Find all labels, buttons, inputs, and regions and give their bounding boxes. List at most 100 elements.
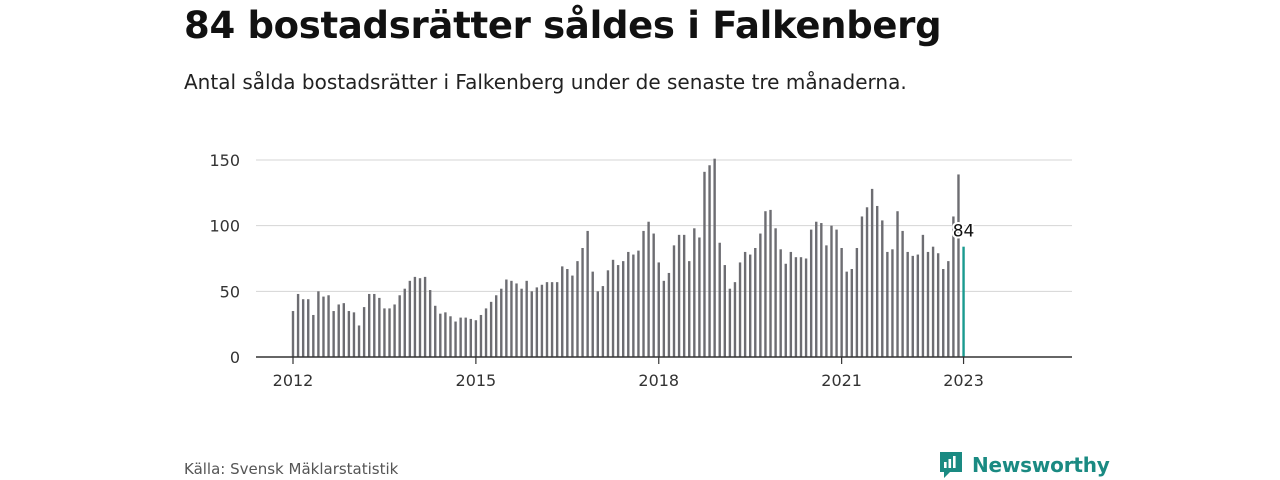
bar: [332, 311, 335, 357]
bar: [865, 207, 869, 357]
bar: [921, 234, 925, 357]
y-tick-label: 100: [209, 217, 240, 236]
bar: [830, 225, 833, 357]
bar: [637, 250, 640, 357]
bar: [931, 246, 935, 357]
bar: [540, 284, 544, 357]
source-note: Källa: Svensk Mäklarstatistik: [184, 460, 399, 478]
bar: [337, 304, 340, 357]
bar: [378, 297, 381, 357]
bar: [616, 265, 620, 357]
bar: [479, 314, 483, 357]
bar: [957, 174, 960, 357]
bar: [586, 230, 589, 357]
bar: [672, 245, 676, 357]
brand[interactable]: Newsworthy: [938, 450, 1110, 480]
brand-name: Newsworthy: [972, 453, 1110, 477]
y-tick-label: 50: [220, 282, 240, 301]
bar: [317, 291, 320, 357]
bar: [784, 263, 787, 357]
bar: [550, 282, 554, 357]
newsworthy-logo-icon: [940, 452, 962, 478]
bar: [383, 308, 386, 357]
bar: [850, 269, 853, 357]
bar: [627, 251, 630, 357]
bar: [403, 288, 406, 357]
bar: [743, 251, 747, 357]
bar: [439, 313, 442, 357]
bar: [301, 299, 305, 357]
bar: [682, 234, 686, 357]
bar: [520, 288, 523, 357]
bar: [525, 280, 528, 357]
bar: [510, 280, 513, 357]
bar: [373, 293, 376, 357]
bar: [733, 282, 737, 357]
bar: [947, 261, 950, 357]
bar: [809, 229, 813, 357]
bar: [530, 291, 533, 357]
x-tick-label: 2021: [821, 371, 862, 390]
bar: [434, 305, 437, 357]
bar: [815, 221, 818, 357]
bar: [667, 272, 671, 357]
bar: [774, 228, 777, 357]
bar: [393, 304, 396, 357]
bar: [555, 282, 559, 357]
bar: [449, 316, 452, 357]
bar: [952, 216, 955, 357]
bar: [505, 279, 508, 357]
bar: [388, 308, 391, 357]
x-tick-label: 2023: [943, 371, 984, 390]
bar: [296, 293, 300, 357]
bar: [896, 211, 899, 357]
bar: [718, 242, 721, 357]
bar: [312, 314, 315, 357]
bar: [606, 270, 610, 357]
bar: [870, 188, 874, 357]
bar: [515, 283, 518, 357]
bar: [500, 288, 503, 357]
x-tick-label: 2018: [638, 371, 679, 390]
highlight-bar: [962, 246, 965, 357]
bar: [764, 211, 767, 357]
bar: [484, 308, 488, 357]
bar: [754, 247, 757, 357]
bar: [398, 295, 401, 357]
y-tick-label: 0: [230, 348, 240, 367]
bar: [677, 234, 681, 357]
bar: [474, 320, 478, 357]
bar: [911, 255, 914, 357]
bar: [906, 251, 909, 357]
bar: [825, 245, 828, 357]
bar: [936, 253, 940, 357]
y-tick-label: 150: [209, 151, 240, 170]
bar: [545, 282, 549, 357]
bar: [759, 233, 762, 357]
bar: [713, 158, 716, 357]
bar: [535, 287, 539, 357]
bar: [886, 251, 889, 357]
bar: [581, 247, 584, 357]
bar: [495, 295, 498, 357]
bar: [454, 321, 457, 357]
bar: [926, 251, 930, 357]
x-tick-label: 2015: [456, 371, 497, 390]
bar: [428, 290, 432, 357]
bar: [357, 325, 361, 357]
bar: [942, 269, 945, 357]
bar: [652, 233, 655, 357]
bar: [901, 230, 904, 357]
bar: [596, 291, 599, 357]
bar: [464, 317, 467, 357]
bar: [469, 318, 472, 357]
bar: [779, 249, 782, 357]
bar: [794, 257, 798, 357]
bar: [845, 271, 848, 357]
bar: [860, 216, 864, 357]
bar: [327, 295, 330, 357]
bar: [611, 259, 615, 357]
bar: [749, 254, 752, 357]
bar: [418, 278, 422, 357]
